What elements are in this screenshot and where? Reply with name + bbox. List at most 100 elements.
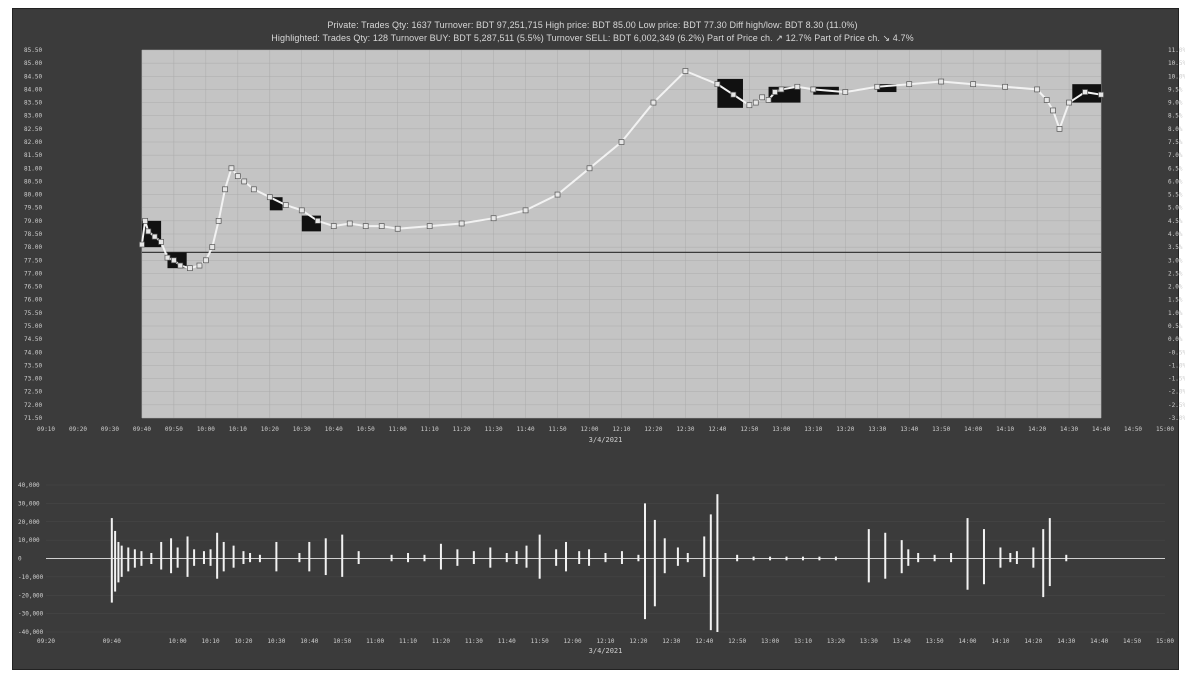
price-point bbox=[378, 223, 385, 229]
price-y-tick-label-pct: -1.5% bbox=[1168, 376, 1185, 383]
volume-bar-buy bbox=[176, 547, 179, 559]
volume-x-tick-label: 10:20 bbox=[234, 638, 252, 645]
price-point bbox=[1002, 83, 1008, 90]
price-x-tick-label: 11:30 bbox=[485, 426, 503, 433]
volume-bar-sell bbox=[110, 558, 113, 603]
volume-bar-sell bbox=[439, 558, 442, 570]
price-x-tick-label: 13:40 bbox=[900, 426, 918, 433]
price-chart[interactable]: 85.50 85.00 84.50 84.00 83.50 83.00 82.50 82.00… bbox=[0, 0, 1185, 450]
volume-bar-buy bbox=[966, 518, 969, 559]
volume-bar-buy bbox=[439, 543, 442, 559]
price-point bbox=[458, 220, 465, 227]
price-x-tick-label: 09:40 bbox=[133, 426, 151, 433]
price-y-tick-label: 72.00 bbox=[24, 402, 42, 409]
price-x-tick-label: 13:50 bbox=[932, 426, 950, 433]
price-y-tick-label-pct: 6.0% bbox=[1168, 178, 1183, 185]
volume-bar-buy bbox=[933, 554, 936, 559]
volume-x-tick-label: 10:00 bbox=[169, 638, 187, 645]
highlight-bar bbox=[877, 84, 897, 93]
price-x-tick-label: 10:10 bbox=[229, 426, 247, 433]
price-point bbox=[362, 223, 369, 229]
volume-bar-sell bbox=[242, 558, 245, 565]
volume-x-tick-label: 14:20 bbox=[1024, 638, 1042, 645]
volume-bar-sell bbox=[752, 558, 755, 561]
volume-x-tick-label: 12:40 bbox=[695, 638, 713, 645]
price-y-tick-label: 72.50 bbox=[24, 389, 42, 396]
price-y-tick-label-pct: 3.5% bbox=[1168, 244, 1183, 251]
price-x-tick-label: 14:00 bbox=[964, 426, 982, 433]
price-y-axis-right: 11.0% 10.5% 10.0% 9.5% 9.0% 8.5% 8.0% 7.5% 7.0% 6… bbox=[1168, 47, 1185, 422]
price-point bbox=[752, 99, 759, 106]
price-x-tick-label: 12:10 bbox=[612, 426, 630, 433]
price-point bbox=[215, 218, 222, 224]
volume-x-axis-label: 3/4/2021 bbox=[589, 647, 623, 655]
volume-bar-sell bbox=[232, 558, 235, 568]
volume-x-axis: 09:20 09:40 10:00 10:10 10:20 10:30 10:40 10:50… bbox=[37, 638, 1174, 645]
volume-bar-buy bbox=[117, 541, 120, 559]
price-y-tick-label: 79.50 bbox=[24, 205, 42, 212]
volume-x-tick-label: 11:10 bbox=[399, 638, 417, 645]
volume-bar-sell bbox=[423, 558, 426, 562]
price-y-tick-label-pct: 1.5% bbox=[1168, 297, 1183, 304]
volume-bar-sell bbox=[341, 558, 344, 577]
price-y-tick-label: 73.50 bbox=[24, 362, 42, 369]
volume-bar-sell bbox=[676, 558, 679, 566]
price-y-tick-label-pct: 2.5% bbox=[1168, 270, 1183, 277]
price-point bbox=[586, 165, 593, 172]
volume-bar-sell bbox=[249, 558, 252, 563]
price-y-tick-label: 78.50 bbox=[24, 231, 42, 238]
volume-bar-buy bbox=[999, 547, 1002, 559]
volume-x-tick-label: 10:40 bbox=[300, 638, 318, 645]
volume-bar-buy bbox=[150, 552, 153, 559]
price-point bbox=[241, 178, 248, 185]
volume-bar-sell bbox=[216, 558, 219, 579]
price-point bbox=[177, 262, 184, 269]
price-point bbox=[938, 78, 945, 85]
price-y-tick-label-pct: 4.0% bbox=[1168, 231, 1183, 238]
volume-bar-sell bbox=[202, 558, 205, 565]
price-y-tick-label-pct: 2.0% bbox=[1168, 284, 1183, 291]
volume-bar-buy bbox=[588, 549, 591, 559]
volume-bar-sell bbox=[703, 558, 706, 577]
highlight-bar bbox=[269, 197, 283, 211]
price-point bbox=[970, 81, 977, 88]
price-y-tick-label-pct: 5.5% bbox=[1168, 192, 1183, 199]
volume-y-tick-label: 30,000 bbox=[18, 500, 40, 507]
price-point bbox=[142, 218, 148, 224]
price-y-tick-label-pct: 11.0% bbox=[1168, 47, 1185, 54]
price-point bbox=[250, 186, 257, 193]
price-y-tick-label-pct: -2.5% bbox=[1168, 402, 1185, 409]
volume-bar-sell bbox=[1042, 558, 1045, 598]
volume-bar-buy bbox=[242, 551, 245, 559]
volume-bar-buy bbox=[752, 556, 755, 559]
price-point bbox=[394, 225, 401, 232]
price-point bbox=[1082, 89, 1088, 95]
price-grid bbox=[141, 49, 1102, 419]
volume-x-tick-label: 13:40 bbox=[893, 638, 911, 645]
price-point bbox=[151, 233, 158, 240]
volume-bar-sell bbox=[150, 558, 153, 565]
price-x-tick-label: 11:50 bbox=[549, 426, 567, 433]
volume-bar-buy bbox=[114, 530, 117, 559]
volume-bar-buy bbox=[120, 545, 123, 559]
price-y-tick-label-pct: 7.0% bbox=[1168, 152, 1183, 159]
price-y-tick-label-pct: 4.5% bbox=[1168, 218, 1183, 225]
volume-x-tick-label: 14:50 bbox=[1123, 638, 1141, 645]
volume-bar-sell bbox=[933, 558, 936, 562]
volume-bar-buy bbox=[1015, 551, 1018, 559]
volume-bar-sell bbox=[505, 558, 508, 563]
volume-bar-sell bbox=[525, 558, 528, 568]
price-y-tick-label-pct: 3.0% bbox=[1168, 257, 1183, 264]
volume-bar-buy bbox=[258, 554, 261, 559]
volume-bar-buy bbox=[716, 494, 719, 559]
volume-bar-sell bbox=[966, 558, 969, 590]
volume-bar-buy bbox=[193, 549, 196, 559]
volume-bar-sell bbox=[258, 558, 261, 563]
volume-bar-buy bbox=[917, 552, 920, 559]
price-point bbox=[234, 173, 241, 180]
volume-bar-sell bbox=[357, 558, 360, 565]
price-y-tick-label: 75.50 bbox=[24, 310, 42, 317]
volume-bar-buy bbox=[140, 551, 143, 559]
volume-bar-sell bbox=[324, 558, 327, 576]
